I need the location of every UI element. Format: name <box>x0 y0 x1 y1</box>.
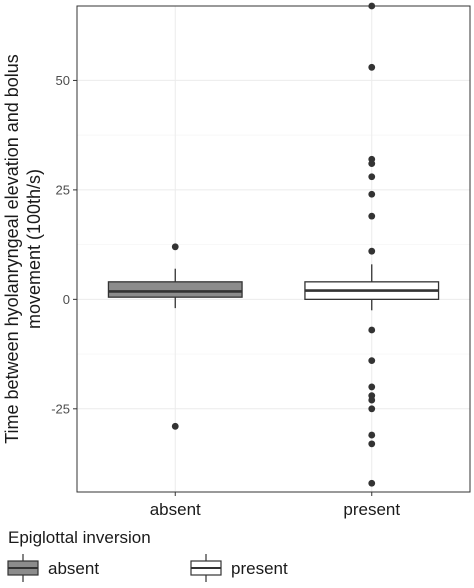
y-tick-label: 25 <box>56 182 70 197</box>
outlier-point <box>368 383 376 391</box>
outlier-point <box>171 422 179 430</box>
outlier-point <box>368 440 376 448</box>
box-plot-layer <box>107 2 440 487</box>
x-axis-ticks: absent present <box>150 492 400 519</box>
outlier-point <box>368 431 376 439</box>
outlier-point <box>368 326 376 334</box>
box-iqr <box>107 281 243 298</box>
legend-title: Epiglottal inversion <box>8 528 151 547</box>
box-present <box>304 2 440 487</box>
y-axis-ticks: -25 0 25 50 <box>51 73 77 416</box>
legend-item-absent: absent <box>7 554 99 582</box>
outlier-point <box>368 405 376 413</box>
legend: absent present <box>7 554 288 582</box>
outlier-point <box>368 160 376 168</box>
outlier-point <box>368 212 376 220</box>
y-tick-label: -25 <box>51 401 70 416</box>
legend-label: absent <box>48 559 99 578</box>
outlier-point <box>171 243 179 251</box>
y-axis-label-line-2: movement (100th/s) <box>24 169 44 329</box>
grid-lines <box>77 6 470 492</box>
x-tick-label: absent <box>150 500 201 519</box>
outlier-point <box>368 247 376 255</box>
y-tick-label: 50 <box>56 73 70 88</box>
legend-label: present <box>231 559 288 578</box>
box-absent <box>107 243 243 430</box>
outlier-point <box>368 63 376 71</box>
x-tick-label: present <box>343 500 400 519</box>
y-axis-label-line-1: Time between hyolanryngeal elevation and… <box>2 54 22 444</box>
y-tick-label: 0 <box>63 292 70 307</box>
plot-panel-border <box>76 5 471 493</box>
outlier-point <box>368 479 376 487</box>
outlier-point <box>368 190 376 198</box>
outlier-point <box>368 173 376 181</box>
outlier-point <box>368 357 376 365</box>
legend-item-present: present <box>190 554 288 582</box>
outlier-point <box>368 396 376 404</box>
